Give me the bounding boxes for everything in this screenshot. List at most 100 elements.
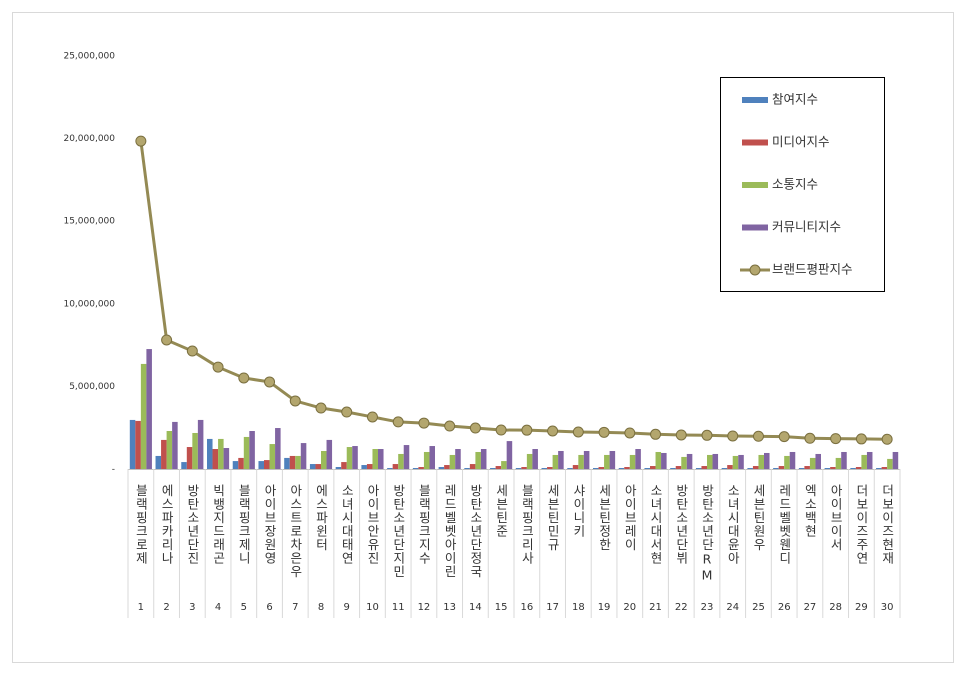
y-tick-label: - — [112, 465, 115, 475]
rank-label: 9 — [344, 602, 350, 613]
bar — [403, 445, 410, 469]
bar — [583, 450, 590, 469]
bar — [192, 432, 198, 469]
y-tick-label: 5,000,000 — [69, 382, 115, 392]
bar — [300, 443, 307, 469]
rank-label: 3 — [189, 602, 195, 613]
x-tick-label: 방탄소년단RM — [700, 484, 715, 584]
x-tick-label: 소녀시대서현 — [648, 484, 663, 565]
x-tick-label: 방탄소년단지민 — [391, 484, 406, 579]
bar — [289, 455, 296, 469]
rank-label: 2 — [163, 602, 169, 613]
x-tick-label: 소녀시대태연 — [339, 484, 354, 565]
line-marker — [830, 433, 842, 445]
bar — [604, 454, 610, 469]
line-marker — [675, 429, 687, 441]
rank-label: 25 — [752, 602, 765, 613]
bar — [815, 453, 821, 469]
bar — [377, 449, 384, 469]
rank-label: 29 — [855, 602, 868, 613]
bar — [552, 454, 559, 469]
bar — [455, 449, 461, 469]
bar — [521, 467, 527, 469]
line-marker — [572, 426, 584, 438]
bar — [155, 455, 162, 469]
bar — [464, 468, 470, 469]
bar — [598, 467, 605, 469]
bar — [392, 464, 399, 469]
bar — [423, 451, 430, 469]
bar — [609, 450, 616, 469]
bar — [892, 451, 899, 469]
x-tick-label: 블랙핑크지수 — [416, 484, 431, 565]
bar — [243, 436, 250, 469]
bar — [269, 444, 276, 469]
bar — [804, 466, 810, 469]
bar — [238, 457, 244, 469]
line-marker — [650, 428, 662, 440]
line-marker — [135, 135, 147, 147]
bar — [264, 460, 270, 469]
bar — [866, 451, 873, 469]
line-marker — [418, 417, 430, 429]
bar — [670, 468, 676, 469]
bar — [686, 453, 693, 469]
bar — [352, 446, 358, 469]
bar — [490, 468, 496, 469]
rank-label: 17 — [546, 602, 559, 613]
bar — [655, 451, 662, 469]
bar — [501, 461, 507, 469]
legend-label: 브랜드평판지수 — [772, 262, 853, 277]
bar — [624, 467, 630, 469]
line-marker — [727, 430, 739, 442]
bar — [438, 467, 445, 469]
bar — [681, 456, 687, 469]
bar — [881, 467, 888, 469]
x-tick-label: 엑소백현 — [802, 484, 817, 538]
x-tick-label: 세븐틴민규 — [545, 484, 560, 552]
bar — [712, 453, 719, 469]
bar — [675, 466, 682, 469]
line-marker — [752, 430, 764, 442]
x-tick-label: 아이브장원영 — [262, 484, 277, 565]
bar — [495, 466, 502, 469]
y-tick-label: 10,000,000 — [63, 299, 115, 309]
rank-label: 12 — [418, 602, 431, 613]
bar — [727, 465, 733, 469]
line-marker — [264, 376, 276, 388]
bar — [752, 466, 759, 469]
rank-label: 4 — [215, 602, 221, 613]
bar — [346, 447, 353, 469]
bar — [789, 451, 796, 469]
bar — [618, 468, 625, 469]
line-marker — [855, 433, 867, 445]
bar — [629, 454, 636, 469]
bar — [197, 419, 204, 469]
bar — [321, 450, 327, 469]
bar — [547, 467, 553, 469]
legend-marker — [749, 264, 761, 276]
bar — [418, 467, 424, 469]
line-marker — [212, 361, 224, 373]
x-tick-label: 더보이즈주연 — [854, 484, 869, 565]
line-marker — [161, 334, 173, 346]
bar — [661, 452, 667, 469]
bar — [515, 468, 522, 469]
bar — [284, 457, 290, 469]
bar — [412, 468, 419, 469]
rank-label: 8 — [318, 602, 324, 613]
line-marker — [186, 345, 198, 357]
x-tick-label: 소녀시대윤아 — [725, 484, 740, 565]
rank-label: 23 — [701, 602, 714, 613]
legend-label: 커뮤니티지수 — [772, 219, 841, 234]
bar — [635, 449, 641, 469]
bar — [309, 464, 316, 469]
rank-label: 6 — [266, 602, 272, 613]
line-marker — [701, 429, 713, 441]
line-marker — [315, 402, 327, 414]
x-tick-label: 방탄소년단진 — [185, 484, 200, 565]
bar — [541, 468, 548, 469]
bar — [172, 421, 178, 469]
x-tick-label: 에스파윈터 — [314, 484, 329, 552]
legend-swatch — [742, 224, 768, 231]
